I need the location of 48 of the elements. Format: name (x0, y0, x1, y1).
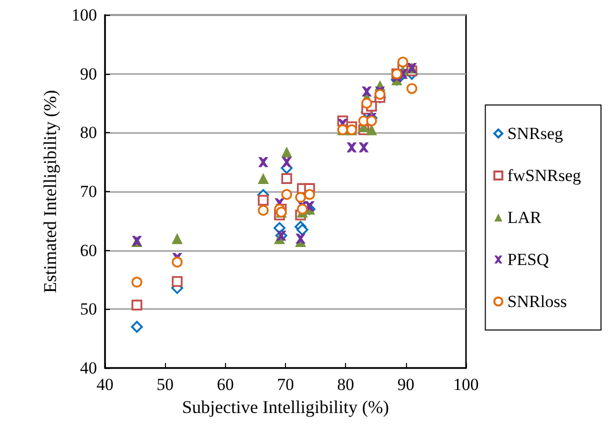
y-tick-label: 40 (80, 358, 97, 378)
point (281, 146, 292, 158)
legend-label: SNRseg (507, 124, 564, 143)
point (172, 233, 183, 244)
x-tick-label: 70 (277, 375, 294, 394)
point (172, 256, 183, 268)
y-tick-label: 60 (80, 240, 97, 260)
point (346, 142, 357, 152)
point (281, 189, 292, 200)
point (406, 83, 418, 94)
point (374, 89, 386, 100)
legend-label: fwSNRseg (507, 166, 582, 185)
point (296, 234, 306, 244)
point (258, 194, 269, 206)
point (132, 276, 142, 288)
point (258, 157, 268, 168)
point (281, 173, 292, 184)
point (361, 98, 372, 109)
x-tick-label: 90 (397, 375, 414, 394)
x-tick-label: 50 (156, 375, 174, 394)
legend-label: SNRloss (507, 292, 567, 311)
point (366, 116, 377, 126)
x-tick-label: 80 (337, 375, 354, 394)
point (362, 86, 372, 96)
point (258, 173, 269, 184)
point (397, 56, 408, 68)
point (258, 204, 269, 216)
point (130, 320, 143, 333)
point (172, 276, 183, 287)
y-axis-title: Estimated Intelligibility (%) (40, 90, 60, 293)
legend-label: LAR (507, 208, 542, 227)
point (295, 192, 306, 203)
point (282, 157, 292, 168)
y-tick-label: 80 (80, 123, 97, 142)
point (296, 224, 308, 236)
x-tick-label: 60 (216, 375, 234, 394)
x-tick-label: 40 (96, 375, 114, 394)
y-tick-label: 100 (72, 6, 97, 24)
legend-label: PESQ (507, 250, 549, 269)
y-tick-label: 70 (80, 182, 97, 201)
y-tick-label: 50 (80, 300, 97, 319)
y-tick-label: 90 (80, 64, 97, 84)
point (131, 300, 142, 310)
point (358, 142, 369, 152)
x-axis-title: Subjective Intelligibility (%) (182, 397, 389, 417)
x-tick-label: 100 (453, 375, 479, 394)
point (296, 204, 308, 215)
point (304, 189, 315, 200)
